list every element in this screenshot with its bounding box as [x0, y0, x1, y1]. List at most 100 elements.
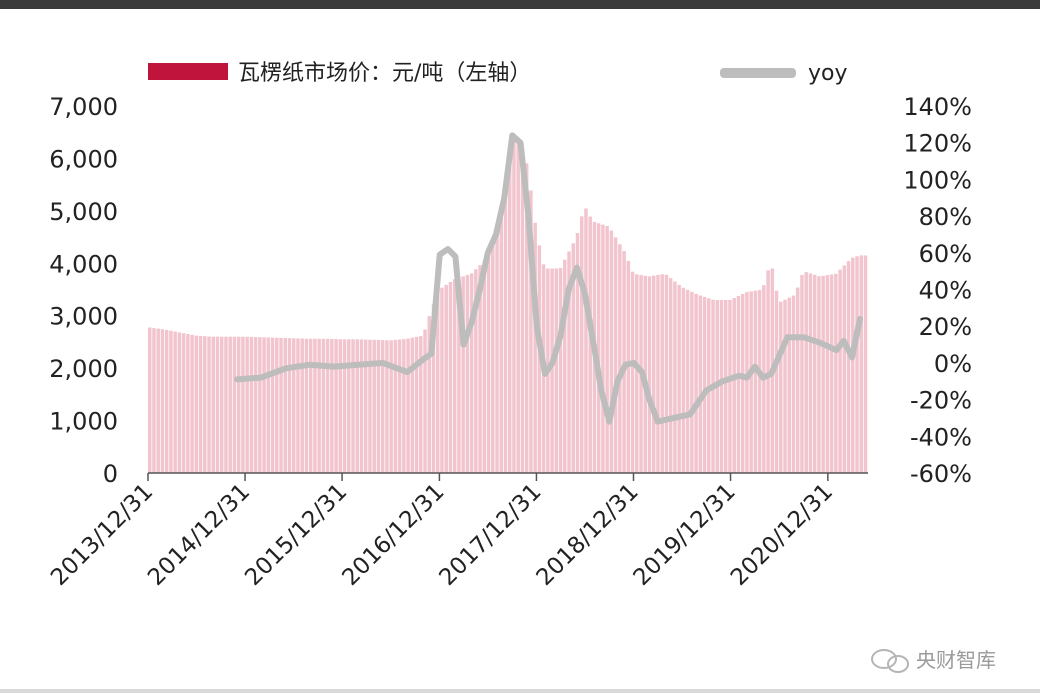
- price-bar: [630, 271, 635, 473]
- axes: [147, 472, 868, 481]
- price-bar: [258, 337, 262, 473]
- price-bar: [690, 291, 694, 473]
- price-bar: [461, 276, 465, 473]
- price-bar: [198, 335, 203, 473]
- right-tick-label: 40%: [919, 277, 972, 305]
- price-bar: [821, 275, 825, 473]
- x-tick-label: 2016/12/31: [338, 479, 450, 591]
- price-bar: [296, 338, 300, 473]
- price-bar: [347, 339, 351, 473]
- price-bar: [800, 275, 804, 473]
- price-bar: [812, 274, 817, 473]
- price-bar: [779, 301, 783, 473]
- price-bar: [728, 299, 732, 473]
- price-bar: [232, 336, 237, 473]
- price-bar: [817, 276, 821, 473]
- price-bar: [351, 339, 355, 473]
- price-bar: [156, 328, 160, 473]
- price-bar: [177, 332, 182, 473]
- right-tick-label: 60%: [919, 240, 972, 268]
- x-tick-label: 2015/12/31: [240, 479, 352, 591]
- price-bar: [457, 277, 461, 473]
- price-bar: [423, 329, 427, 473]
- price-bar: [287, 338, 292, 473]
- price-bar: [245, 336, 249, 473]
- price-bar: [808, 273, 813, 473]
- price-bar: [745, 292, 749, 473]
- price-bar: [647, 276, 652, 473]
- price-bar: [863, 255, 868, 473]
- left-tick-label: 4,000: [49, 250, 118, 278]
- price-bar: [190, 334, 194, 473]
- price-bar: [537, 245, 542, 473]
- price-bar: [160, 329, 165, 473]
- price-bar: [524, 163, 529, 473]
- price-bar: [334, 339, 338, 473]
- left-tick-label: 7,000: [49, 93, 118, 121]
- price-bar: [317, 338, 321, 473]
- price-bar: [499, 209, 503, 473]
- price-bar: [508, 158, 512, 473]
- price-bar: [419, 336, 423, 473]
- price-bar: [558, 267, 563, 473]
- price-bar: [321, 338, 326, 473]
- price-bar: [580, 216, 584, 473]
- price-bar: [550, 268, 554, 473]
- top-border: [0, 0, 1040, 9]
- price-bar: [148, 327, 152, 473]
- price-bar: [292, 338, 296, 473]
- price-bar: [452, 279, 457, 473]
- price-bar: [554, 268, 559, 473]
- watermark: 央财智库: [871, 648, 996, 673]
- price-bar: [279, 337, 283, 473]
- price-bar: [791, 295, 796, 473]
- price-bar: [478, 265, 482, 473]
- price-bar: [241, 336, 245, 473]
- price-bar: [804, 272, 808, 473]
- right-tick-label: 120%: [903, 130, 972, 158]
- price-bar: [427, 316, 431, 473]
- price-bar: [368, 339, 372, 473]
- wechat-icon: [871, 649, 909, 673]
- price-bar: [702, 296, 707, 473]
- x-tick-label: 2020/12/31: [726, 479, 838, 591]
- left-tick-label: 6,000: [49, 145, 118, 173]
- price-bar: [173, 331, 177, 473]
- price-bar: [851, 257, 855, 473]
- price-bar: [410, 337, 415, 473]
- price-bar: [186, 334, 190, 473]
- price-bar: [740, 293, 745, 473]
- price-bar: [304, 338, 309, 473]
- legend-label-price: 瓦楞纸市场价：元/吨（左轴）: [238, 61, 531, 86]
- price-bar: [766, 270, 770, 473]
- price-bar: [694, 293, 698, 473]
- x-tick-label: 2018/12/31: [532, 479, 644, 591]
- price-bar: [685, 289, 690, 473]
- price-bar: [584, 208, 588, 473]
- left-tick-label: 2,000: [49, 355, 118, 383]
- price-bar: [194, 335, 199, 473]
- price-bar: [796, 287, 800, 473]
- price-bar: [338, 339, 343, 473]
- price-bar: [436, 293, 440, 473]
- price-bar: [270, 337, 275, 473]
- price-bar: [164, 329, 169, 473]
- price-bar: [397, 339, 402, 473]
- price-bar: [342, 339, 347, 473]
- price-bar: [635, 274, 639, 473]
- price-bar: [236, 336, 241, 473]
- price-bar: [249, 336, 254, 473]
- price-bar: [376, 339, 381, 473]
- price-bar: [698, 295, 703, 473]
- price-bar: [834, 273, 838, 473]
- price-bar: [465, 275, 470, 473]
- x-tick-label: 2019/12/31: [629, 479, 741, 591]
- price-bar: [215, 336, 220, 473]
- price-bar: [774, 290, 779, 473]
- price-bar: [380, 340, 385, 473]
- price-bar: [567, 251, 571, 473]
- price-bar: [266, 337, 271, 473]
- price-bar: [677, 284, 681, 473]
- price-bar: [486, 254, 491, 473]
